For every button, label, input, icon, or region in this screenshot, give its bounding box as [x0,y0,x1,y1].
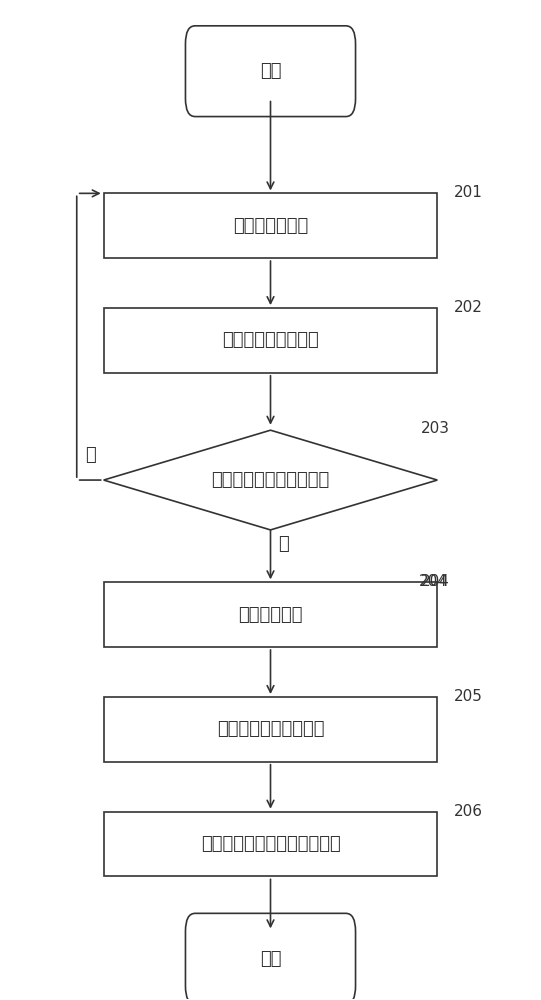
Text: 确定磨损程度离散值: 确定磨损程度离散值 [222,331,319,349]
Text: 205: 205 [453,689,483,704]
Text: 选择迁移节点: 选择迁移节点 [238,606,303,624]
Bar [104,308,437,373]
Polygon shape [104,430,437,530]
Text: 204: 204 [421,574,450,589]
Bar [104,812,437,876]
Text: 结束: 结束 [260,950,281,968]
Text: 是: 是 [279,535,289,553]
Text: 203: 203 [421,421,450,436]
Text: 确定磨损程度值: 确定磨损程度值 [233,217,308,235]
Text: 磨损离散程度值大于阈值: 磨损离散程度值大于阈值 [212,471,329,489]
Bar [104,582,437,647]
Text: 进行数据迁移，并更新映射表: 进行数据迁移，并更新映射表 [201,835,340,853]
Bar [104,193,437,258]
Text: 204: 204 [419,574,447,589]
Text: 201: 201 [453,185,483,200]
Text: 202: 202 [453,300,483,315]
Text: 确定迁移量及迁移对象: 确定迁移量及迁移对象 [217,720,324,738]
Bar [104,697,437,762]
Text: 开始: 开始 [260,62,281,80]
Text: 206: 206 [453,804,483,819]
FancyBboxPatch shape [186,913,355,1000]
Text: 否: 否 [85,446,96,464]
FancyBboxPatch shape [186,26,355,117]
